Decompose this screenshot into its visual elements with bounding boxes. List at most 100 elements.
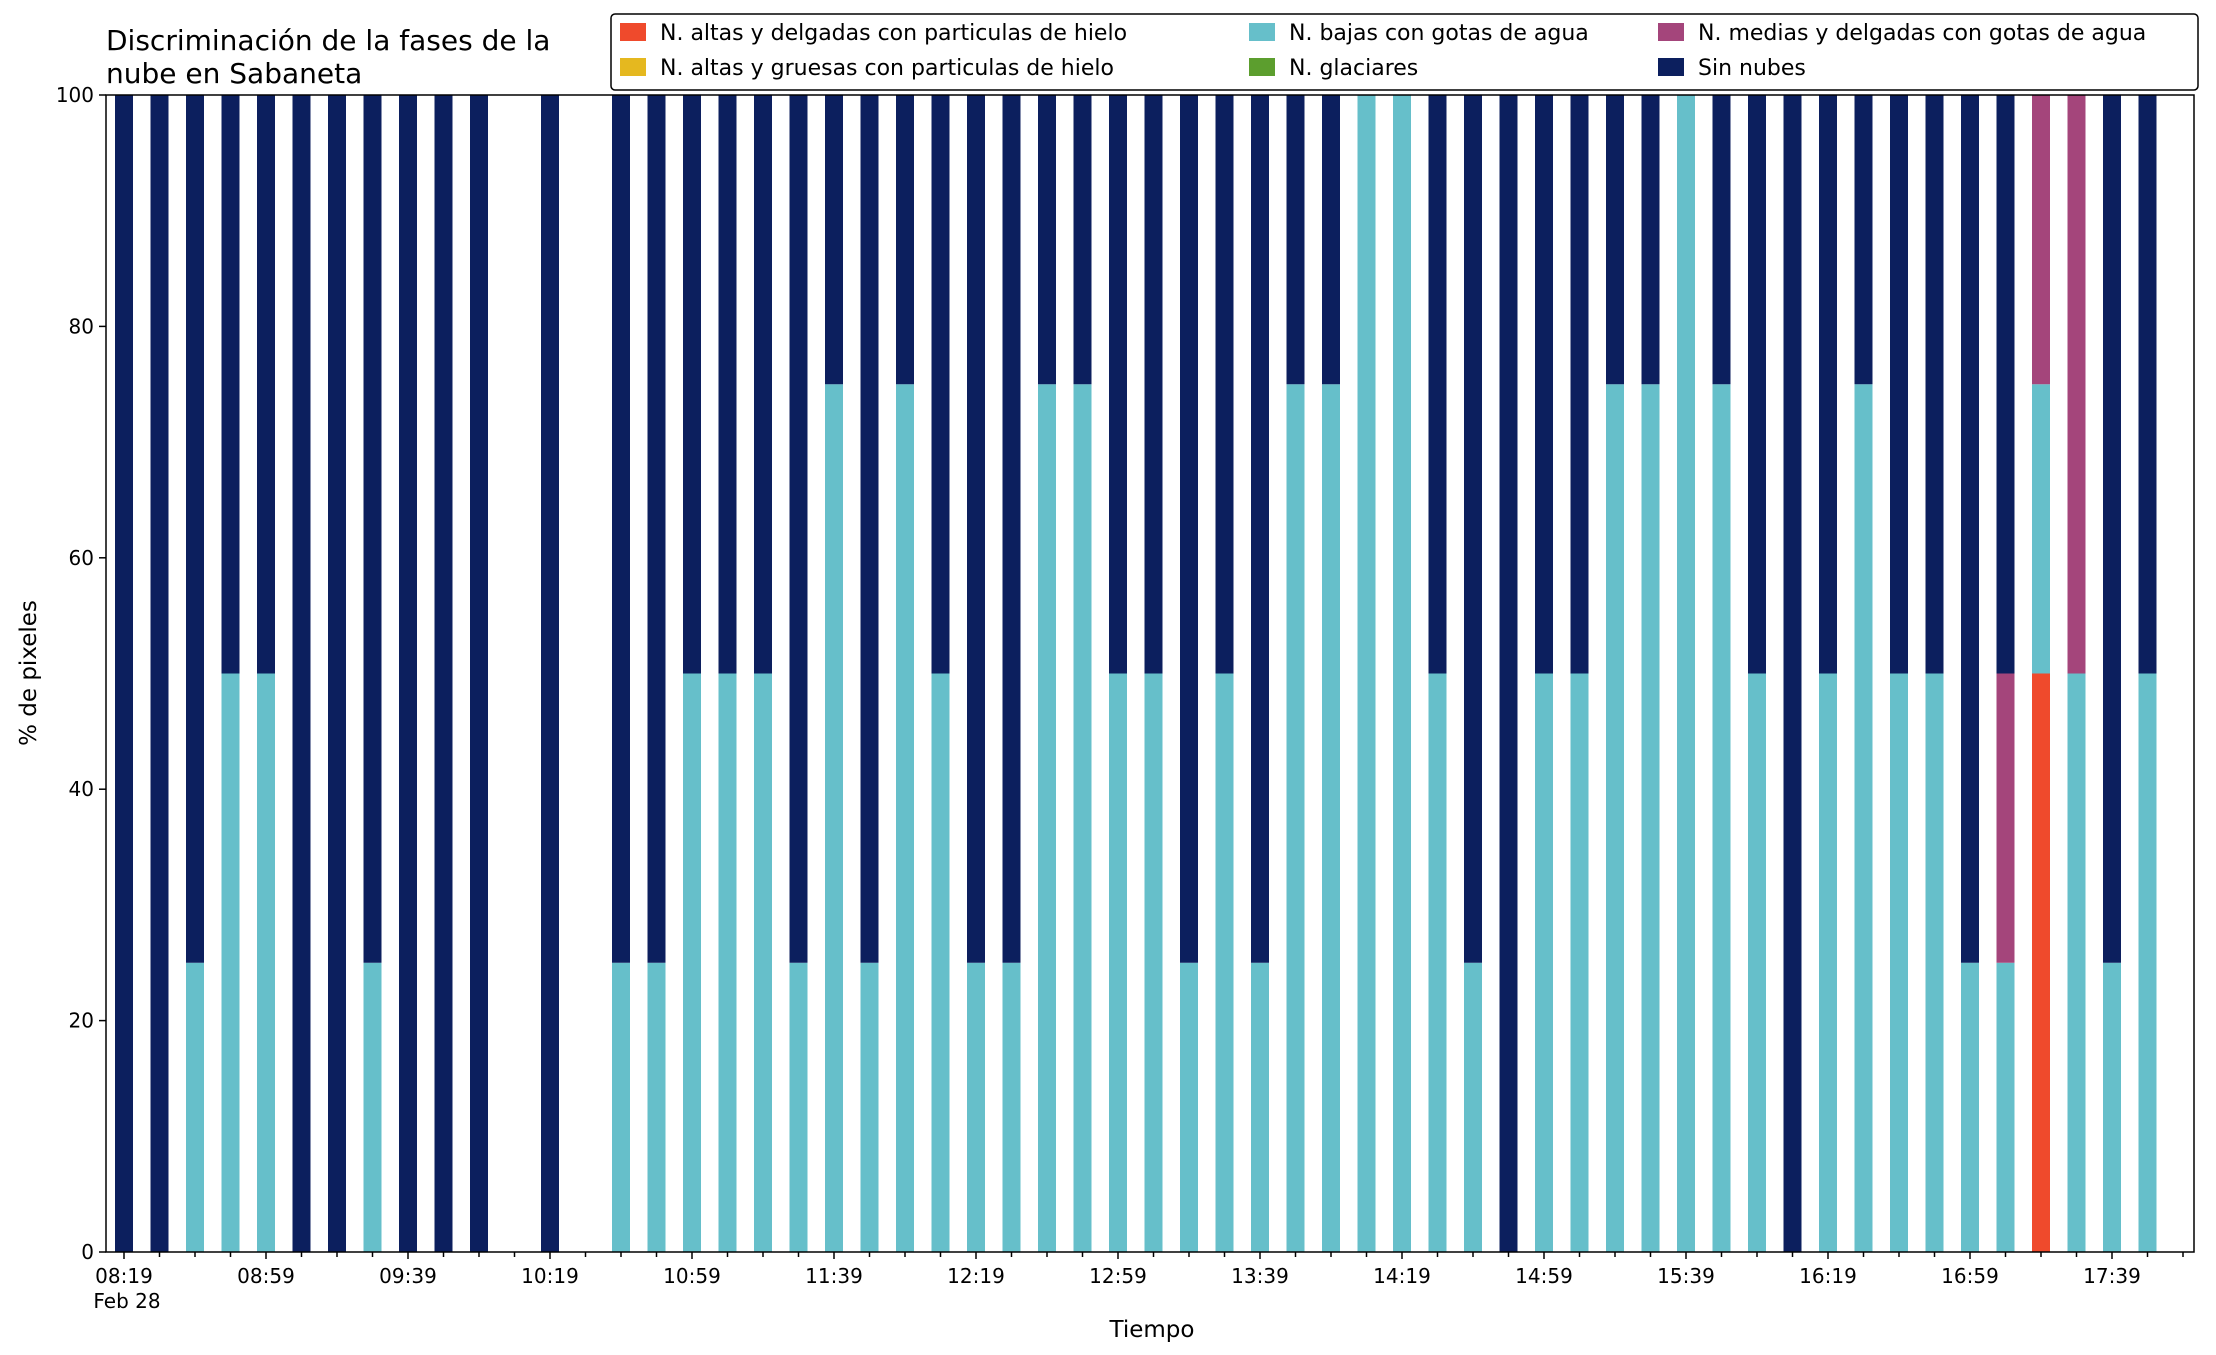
bars [115,95,2157,1252]
x-tick-label: 13:39 [1231,1264,1289,1288]
legend-swatch [1249,23,1275,41]
chart-title-line-1: Discriminación de la fases de la [106,24,550,57]
bar-segment-1259-s5 [1109,95,1127,674]
x-tick-label: 17:39 [2083,1264,2141,1288]
bar-segment-0929-s5 [363,95,382,963]
y-tick-label: 0 [81,1240,94,1264]
bar-segment-1709-s5 [1996,95,2015,674]
bar-segment-1549-s5 [1712,95,1731,385]
bar-segment-1159-s5 [896,95,914,385]
bar-segment-0959-s5 [470,95,488,1252]
bar-segment-0919-s5 [328,95,346,1252]
x-tick-label: 16:19 [1799,1264,1857,1288]
bar-segment-0909-s5 [292,95,311,1252]
bar-segment-1749-s5 [2138,95,2157,674]
bar-segment-1249-s5 [1073,95,1092,385]
bar-segment-1239-s2 [1038,384,1056,1252]
bar-segment-1219-s2 [967,962,985,1252]
legend-swatch [620,23,646,41]
bar-segment-1219-s5 [967,95,985,963]
bar-segment-1149-s2 [860,962,879,1252]
bar-segment-1709-s4 [1996,673,2015,963]
bar-segment-1039-s2 [612,962,630,1252]
bar-segment-1629-s5 [1854,95,1873,385]
legend-label: N. altas y delgadas con particulas de hi… [660,21,1127,46]
bar-segment-1349-s2 [1286,384,1305,1252]
bar-segment-1639-s2 [1890,673,1908,1252]
bar-segment-0859-s5 [257,95,275,674]
bar-segment-1439-s5 [1464,95,1482,963]
bar-segment-1329-s5 [1215,95,1234,674]
bar-segment-1229-s2 [1002,962,1021,1252]
bar-segment-0849-s2 [221,673,240,1252]
bar-segment-1719-s0 [2032,673,2050,1252]
legend-label: N. bajas con gotas de agua [1289,21,1589,46]
bar-segment-1149-s5 [860,95,879,963]
legend-label: Sin nubes [1698,56,1806,81]
bar-segment-1139-s5 [825,95,843,385]
chart-title: Discriminación de la fases de la nube en… [106,24,550,90]
x-tick-label: 14:59 [1515,1264,1573,1288]
bar-segment-1309-s5 [1144,95,1163,674]
bar-segment-0949-s5 [434,95,453,1252]
bar-segment-1559-s5 [1748,95,1766,674]
bar-segment-1159-s2 [896,384,914,1252]
bar-segment-1739-s2 [2103,962,2121,1252]
bar-segment-1129-s5 [789,95,808,963]
bar-segment-1449-s5 [1499,95,1518,1252]
plot-area-frame [105,94,2195,1253]
bar-segment-1109-s5 [718,95,737,674]
x-tick-label: 09:39 [379,1264,437,1288]
bar-segment-1339-s2 [1251,962,1269,1252]
bar-segment-1539-s2 [1677,95,1695,1252]
bar-segment-1359-s5 [1322,95,1340,385]
legend-label: N. medias y delgadas con gotas de agua [1698,21,2146,46]
bar-segment-1239-s5 [1038,95,1056,385]
bar-segment-1649-s2 [1925,673,1944,1252]
x-tick-label: 10:19 [521,1264,579,1288]
bar-segment-1509-s2 [1570,673,1589,1252]
bar-segment-1639-s5 [1890,95,1908,674]
bar-segment-1119-s2 [754,673,772,1252]
legend-label: N. glaciares [1289,56,1418,81]
bar-segment-1209-s2 [931,673,950,1252]
bar-segment-1359-s2 [1322,384,1340,1252]
bar-segment-1709-s2 [1996,962,2015,1252]
x-tick-label: 10:59 [663,1264,721,1288]
bar-segment-0939-s5 [399,95,417,1252]
bar-segment-1649-s5 [1925,95,1944,674]
y-tick-label: 20 [69,1009,94,1033]
bar-segment-1609-s5 [1783,95,1802,1252]
x-tick-label: 14:19 [1373,1264,1431,1288]
bar-segment-0859-s2 [257,673,275,1252]
bar-segment-1059-s5 [683,95,701,674]
bar-segment-1459-s5 [1535,95,1553,674]
bar-segment-1349-s5 [1286,95,1305,385]
legend-label: N. altas y gruesas con particulas de hie… [660,56,1114,81]
bar-segment-1729-s4 [2067,95,2086,674]
bar-segment-1329-s2 [1215,673,1234,1252]
x-tick-label: 08:19 [95,1264,153,1288]
y-tick-label: 40 [69,777,94,801]
bar-segment-1339-s5 [1251,95,1269,963]
bar-segment-1049-s5 [647,95,666,963]
y-axis-label: % de pixeles [16,600,42,746]
x-tick-label: 12:19 [947,1264,1005,1288]
legend-frame [610,13,2199,91]
bar-segment-1209-s5 [931,95,950,674]
x-tick-label: 12:59 [1089,1264,1147,1288]
bar-segment-1419-s2 [1393,95,1411,1252]
bar-segment-1459-s2 [1535,673,1553,1252]
bar-segment-1429-s5 [1428,95,1447,674]
bar-segment-1519-s2 [1606,384,1624,1252]
bar-segment-1559-s2 [1748,673,1766,1252]
bar-segment-1509-s5 [1570,95,1589,674]
x-axis: Feb 28 08:19 08:59 09:39 10:19 10:59 11:39 12:… [93,1252,2184,1313]
y-tick-label: 100 [56,83,94,107]
bar-segment-1039-s5 [612,95,630,963]
bar-segment-0819-s5 [115,95,133,1252]
bar-segment-1549-s2 [1712,384,1731,1252]
bar-segment-0849-s5 [221,95,240,674]
bar-segment-1409-s2 [1357,95,1376,1252]
bar-segment-1309-s2 [1144,673,1163,1252]
